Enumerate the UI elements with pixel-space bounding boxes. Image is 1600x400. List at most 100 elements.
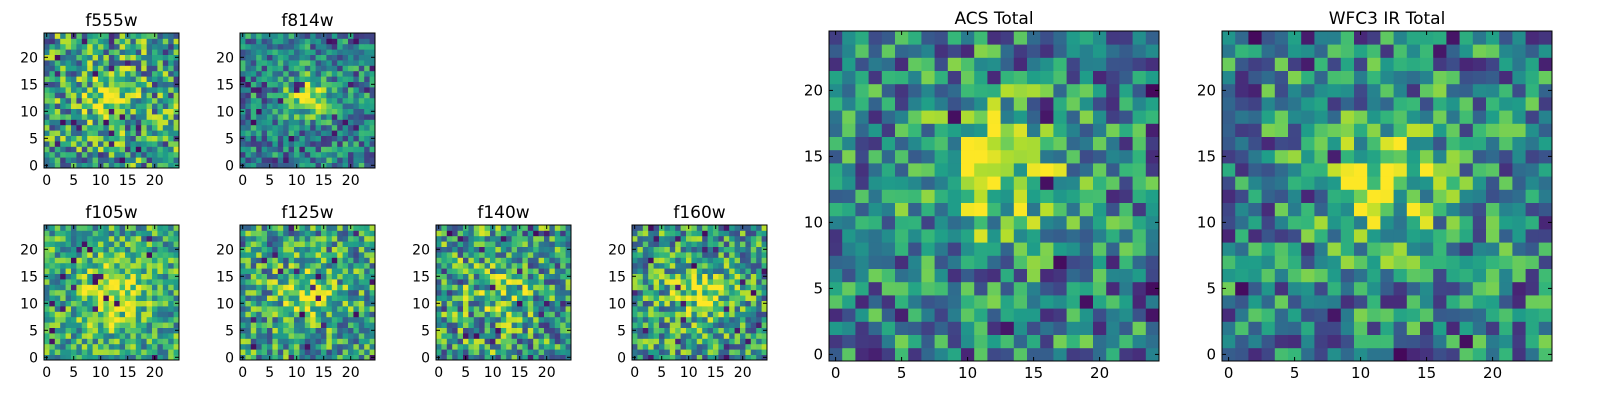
heatmap-cell [146, 87, 153, 93]
heatmap-cell [533, 273, 539, 280]
heatmap-cell [288, 87, 295, 93]
heatmap-cell [272, 43, 279, 50]
heatmap-cell [353, 92, 360, 99]
heatmap-cell [299, 273, 306, 280]
heatmap-cell [761, 343, 768, 350]
heatmap-cell [1486, 295, 1500, 309]
heatmap-cell [761, 268, 768, 274]
heatmap-cell [54, 230, 61, 237]
heatmap-cell [272, 322, 279, 328]
heatmap-cell [1486, 308, 1500, 322]
heatmap-cell [707, 262, 714, 269]
heatmap-cell [369, 252, 376, 258]
heatmap-cell [842, 123, 856, 137]
heatmap-cell [729, 316, 735, 323]
heatmap-cell [71, 268, 77, 274]
heatmap-cell [76, 103, 83, 109]
heatmap-cell [473, 295, 480, 301]
heatmap-cell [49, 235, 56, 242]
heatmap-cell [1053, 255, 1067, 269]
heatmap-cell [240, 262, 246, 269]
heatmap-cell [921, 202, 935, 217]
heatmap-cell [146, 97, 153, 104]
y-tick-label: 5 [421, 323, 430, 339]
heatmap-cell [842, 321, 856, 335]
heatmap-cell [54, 284, 61, 291]
heatmap-cell [130, 92, 137, 99]
heatmap-cell [331, 235, 338, 242]
heatmap-cell [294, 300, 300, 307]
heatmap-cell [65, 235, 72, 242]
heatmap-cell [632, 338, 638, 345]
heatmap-cell [250, 338, 257, 345]
heatmap-cell [479, 262, 485, 269]
heatmap-cell [436, 268, 442, 274]
heatmap-cell [452, 252, 458, 258]
heatmap-cell [130, 38, 137, 45]
heatmap-cell [92, 81, 99, 88]
heatmap-cell [348, 279, 354, 285]
heatmap-cell [473, 300, 480, 307]
heatmap-cell [272, 295, 279, 301]
heatmap-cell [146, 54, 153, 61]
heatmap-cell [1340, 255, 1355, 269]
heatmap-cell [1119, 123, 1133, 137]
heatmap-cell [114, 114, 120, 120]
heatmap-cell [65, 279, 72, 285]
y-tick-label: 15 [20, 269, 38, 285]
heatmap-cell [87, 349, 93, 355]
heatmap-cell [468, 338, 475, 345]
heatmap-cell [44, 92, 50, 99]
heatmap-cell [103, 38, 110, 45]
heatmap-cell [495, 235, 502, 242]
heatmap-cell [1119, 97, 1133, 111]
heatmap-cell [125, 338, 131, 345]
heatmap-cell [353, 146, 360, 153]
heatmap-cell [114, 354, 120, 361]
heatmap-cell [125, 76, 131, 82]
heatmap-cell [740, 300, 746, 307]
heatmap-cell [637, 327, 644, 334]
heatmap-cell [1327, 189, 1342, 203]
heatmap-cell [54, 124, 61, 131]
y-tick-label: 15 [804, 147, 823, 165]
heatmap-cell [71, 300, 77, 307]
heatmap-cell [855, 229, 869, 243]
heatmap-cell [60, 114, 66, 120]
y-tick-label: 20 [20, 50, 38, 66]
heatmap-cell [1040, 176, 1054, 190]
heatmap-cell [261, 157, 268, 163]
heatmap-cell [358, 33, 365, 39]
heatmap-cell [1301, 334, 1315, 349]
heatmap-cell [87, 235, 93, 242]
heatmap-cell [103, 343, 110, 350]
heatmap-cell [125, 49, 131, 55]
heatmap-cell [157, 273, 164, 280]
heatmap-cell [92, 97, 99, 104]
heatmap-cell [702, 246, 708, 253]
heatmap-cell [348, 60, 354, 66]
heatmap-cell [1538, 321, 1553, 335]
heatmap-cell [337, 354, 343, 361]
heatmap-cell [114, 124, 120, 131]
heatmap-cell [549, 230, 556, 237]
heatmap-cell [1406, 334, 1421, 349]
heatmap-cell [987, 321, 1001, 335]
heatmap-cell [114, 162, 120, 169]
heatmap-cell [294, 146, 300, 153]
heatmap-cell [135, 289, 142, 296]
heatmap-cell [157, 306, 164, 312]
heatmap-cell [250, 257, 257, 264]
heatmap-cell [310, 108, 316, 115]
heatmap-cell [446, 354, 453, 361]
heatmap-cell [495, 284, 502, 291]
panel-title: f105w [85, 203, 137, 223]
x-axis-ticks: 0 5 10 15 20 [630, 225, 752, 381]
x-tick-label: 10 [484, 365, 502, 381]
heatmap-cell [283, 230, 289, 237]
heatmap-cell [1222, 268, 1236, 283]
heatmap-cell [98, 273, 104, 280]
heatmap-cell [60, 279, 66, 285]
heatmap-cell [245, 354, 252, 361]
heatmap-cell [364, 333, 370, 339]
